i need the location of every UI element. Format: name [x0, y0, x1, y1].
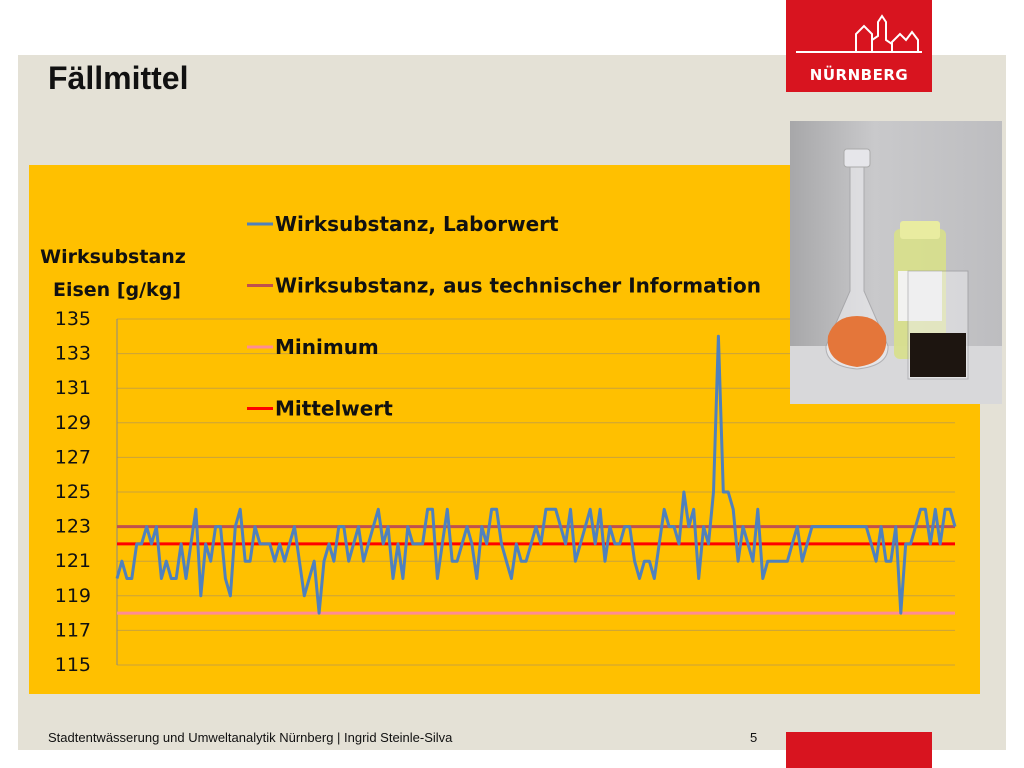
y-axis-title: Wirksubstanz Eisen [g/kg]: [40, 246, 186, 301]
series-line: [115, 334, 957, 615]
legend-label: Wirksubstanz, aus technischer Informatio…: [275, 274, 761, 298]
y-axis-label: Wirksubstanz: [40, 246, 186, 268]
lab-flasks-photo: [790, 121, 1002, 404]
y-tick-label: 119: [55, 585, 91, 607]
legend-label: Mittelwert: [275, 397, 393, 421]
line-chart: 115 117 119 121 123 125 127 129 131 133 135 Wirksu…: [40, 212, 957, 676]
legend-label: Wirksubstanz, Laborwert: [275, 212, 559, 236]
y-tick-label: 121: [55, 550, 91, 572]
slide-title: Fällmittel: [48, 60, 189, 96]
y-tick-label: 135: [55, 308, 91, 330]
legend: Wirksubstanz, Laborwert Wirksubstanz, aus…: [247, 212, 761, 421]
legend-label: Minimum: [275, 335, 379, 359]
y-tick-label: 129: [55, 412, 91, 434]
city-skyline-icon: [796, 14, 922, 53]
nuernberg-logo: NÜRNBERG: [786, 0, 932, 92]
y-tick-label: 117: [55, 619, 91, 641]
bottom-red-bar: [786, 732, 932, 768]
y-tick-label: 115: [55, 654, 91, 676]
y-axis-label: Eisen [g/kg]: [53, 279, 181, 301]
y-tick-label: 125: [55, 481, 91, 503]
page-number: 5: [750, 730, 758, 745]
series-layer: [115, 334, 957, 615]
footer-text: Stadtentwässerung und Umweltanalytik Nür…: [48, 730, 453, 745]
y-tick-label: 127: [55, 446, 91, 468]
y-tick-label: 123: [55, 516, 91, 538]
y-tick-label: 131: [55, 377, 91, 399]
y-axis-ticks: 115 117 119 121 123 125 127 129 131 133 135: [55, 308, 91, 676]
logo-text: NÜRNBERG: [809, 66, 909, 84]
y-tick-label: 133: [55, 343, 91, 365]
